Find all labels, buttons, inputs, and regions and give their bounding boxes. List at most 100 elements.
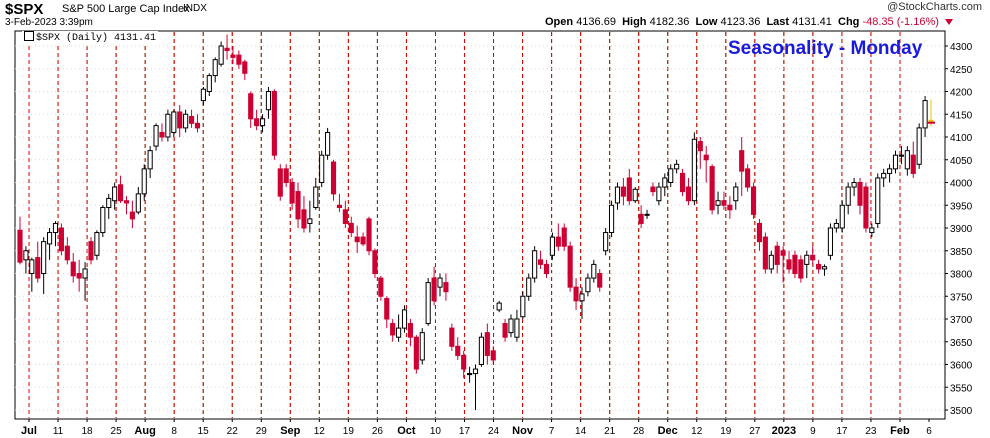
candle-body <box>64 245 70 261</box>
low-label: Low <box>695 16 718 28</box>
candle <box>555 223 561 251</box>
candle-body <box>147 150 153 170</box>
candle-body <box>224 47 230 52</box>
candle-body <box>449 327 455 347</box>
candle <box>881 168 887 188</box>
candle <box>283 164 289 188</box>
x-tick-label: 28 <box>633 426 645 437</box>
x-tick-label: 11 <box>53 426 64 437</box>
candle <box>455 337 461 360</box>
candle <box>573 278 579 310</box>
candle-body <box>875 177 881 224</box>
candle <box>230 46 236 65</box>
candle <box>425 278 431 326</box>
candle-body <box>768 254 774 270</box>
candle <box>745 164 751 192</box>
candle-body <box>786 259 792 270</box>
candle-body <box>407 323 413 338</box>
x-tick-label: 6 <box>926 426 932 437</box>
candle-body <box>283 168 289 184</box>
candle-body <box>177 111 183 129</box>
candle-body <box>632 188 638 202</box>
candle-body <box>881 172 887 179</box>
candle <box>472 364 479 410</box>
candle <box>484 323 490 365</box>
candle-body <box>780 250 786 256</box>
candle <box>762 232 768 274</box>
candle <box>638 205 644 228</box>
candle-body <box>112 186 118 202</box>
x-tick-label: Oct <box>397 425 416 437</box>
candle <box>656 182 662 206</box>
x-tick-label: 24 <box>488 426 500 437</box>
candle-body <box>709 166 715 211</box>
candle <box>467 366 473 383</box>
candle-body <box>792 254 798 275</box>
candle <box>650 182 656 197</box>
candle <box>94 230 100 260</box>
candle-body <box>194 122 201 129</box>
candle-body <box>29 259 35 275</box>
candle <box>691 132 697 206</box>
candle-body <box>336 204 343 209</box>
y-tick-label: 4300 <box>950 42 973 53</box>
candle-body <box>230 54 236 58</box>
candle <box>396 314 402 342</box>
candle-body <box>106 197 112 209</box>
candle <box>851 177 857 197</box>
candle-body <box>538 259 544 265</box>
y-tick-label: 3500 <box>950 406 973 417</box>
candle-body <box>94 232 100 256</box>
candle <box>29 257 35 292</box>
candle-body <box>745 168 751 188</box>
candle <box>887 164 893 183</box>
candle <box>579 287 585 319</box>
y-tick-label: 3650 <box>950 338 973 349</box>
candle <box>52 221 59 247</box>
high-label: High <box>622 16 647 28</box>
candle-body <box>532 250 538 279</box>
candle <box>898 146 904 165</box>
y-tick-label: 4000 <box>950 179 973 190</box>
x-tick-label: 12 <box>314 426 326 437</box>
candle-body <box>573 286 579 302</box>
candle <box>259 114 266 133</box>
candle-body <box>816 263 822 270</box>
candle-body <box>88 241 94 261</box>
candle-body <box>413 336 419 370</box>
candle-body <box>549 236 555 256</box>
x-tick-label: Feb <box>890 425 910 437</box>
y-tick-label: 4200 <box>950 88 973 99</box>
candle-body <box>212 59 218 77</box>
candle <box>869 223 875 238</box>
candle-body <box>626 177 632 202</box>
candle-body <box>715 200 721 206</box>
candle <box>390 319 396 342</box>
candle <box>774 241 780 274</box>
candle-body <box>650 186 656 193</box>
down-arrow-icon <box>944 19 953 26</box>
copyright-label[interactable]: @StockCharts.com <box>887 1 982 13</box>
candle-body <box>845 186 851 206</box>
candle-body <box>691 138 697 202</box>
y-tick-label: 3550 <box>950 383 973 394</box>
candle <box>431 266 437 306</box>
candle <box>277 164 283 201</box>
candle-body <box>467 373 473 376</box>
candle-series <box>17 34 935 410</box>
candle-body <box>804 254 810 265</box>
candle-body <box>200 88 206 102</box>
candle <box>141 164 147 201</box>
candle-body <box>638 213 644 224</box>
candle <box>360 232 366 247</box>
candle <box>248 91 254 128</box>
candle-body <box>644 213 650 216</box>
candle-body <box>354 236 360 243</box>
candle <box>407 319 413 347</box>
y-tick-label: 3750 <box>950 292 973 303</box>
candle-body <box>762 236 768 270</box>
candle-body <box>543 263 550 274</box>
y-tick-label: 3850 <box>950 247 973 258</box>
x-tick-label: Nov <box>512 425 534 437</box>
